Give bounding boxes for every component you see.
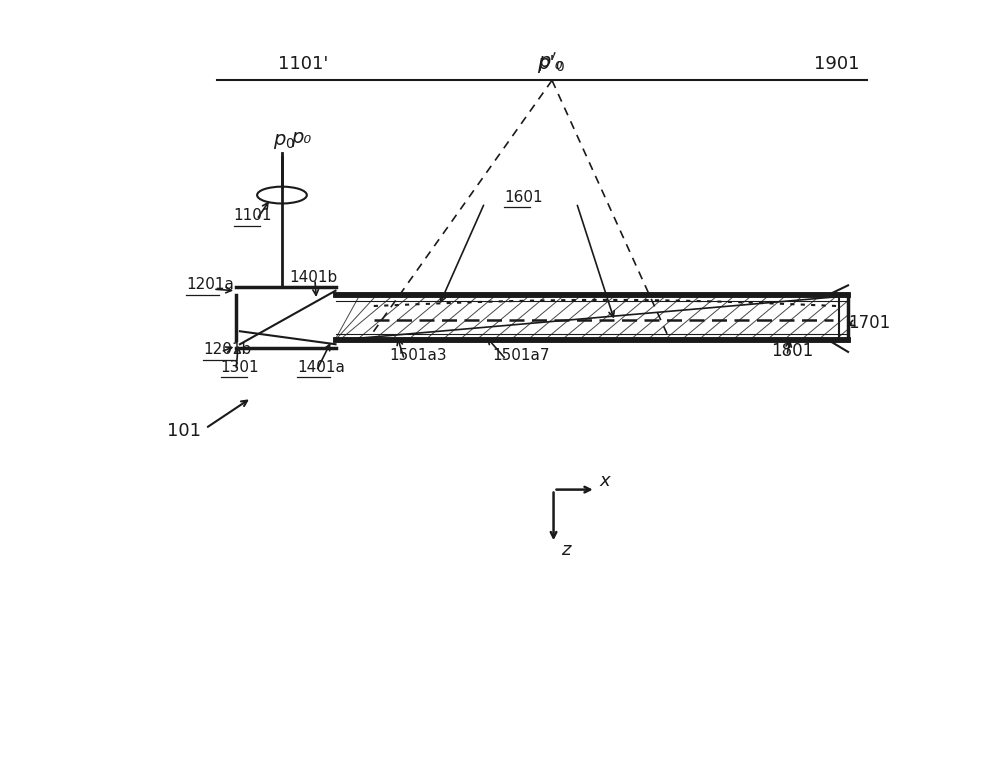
Text: $p'_0$: $p'_0$	[538, 50, 566, 74]
Ellipse shape	[257, 187, 307, 203]
Text: x: x	[599, 472, 610, 490]
Text: z: z	[561, 541, 571, 558]
Text: 1301: 1301	[221, 360, 259, 375]
Text: 1401b: 1401b	[290, 269, 338, 285]
Bar	[336, 295, 848, 340]
Text: 1401a: 1401a	[297, 360, 345, 375]
Text: 101: 101	[167, 422, 201, 440]
Text: 1501a7: 1501a7	[492, 348, 550, 363]
Text: 1801: 1801	[772, 341, 814, 360]
Text: 1501a3: 1501a3	[389, 348, 447, 363]
Text: 1101: 1101	[234, 208, 272, 223]
Text: 1701: 1701	[848, 314, 890, 332]
Text: 1201b: 1201b	[203, 342, 251, 357]
Text: 1201a: 1201a	[186, 277, 234, 292]
Text: $p_0$: $p_0$	[273, 132, 295, 151]
Text: 1101': 1101'	[278, 54, 329, 73]
Text: p₀: p₀	[291, 129, 311, 147]
Text: 1601: 1601	[504, 190, 542, 205]
Text: p'₀: p'₀	[537, 54, 563, 73]
Text: 1901: 1901	[814, 54, 859, 73]
